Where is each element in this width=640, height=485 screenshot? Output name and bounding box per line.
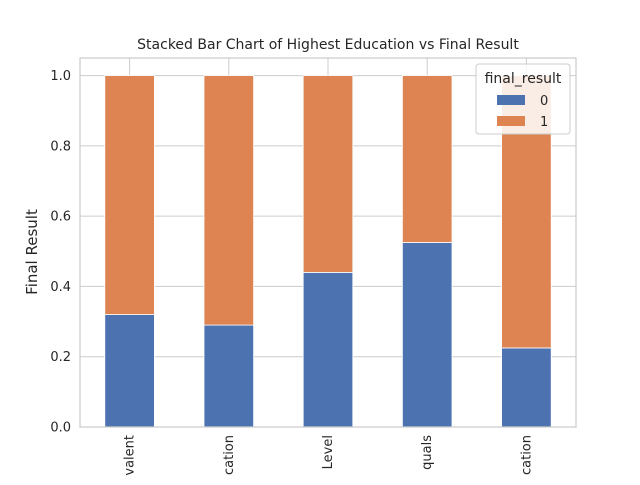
bar-segment-series-0 [401,242,453,428]
chart-title: Stacked Bar Chart of Highest Education v… [137,37,519,53]
bar-segment-series-1 [203,75,254,326]
y-tick-label: 0.2 [50,350,71,365]
bar-segment-series-1 [401,75,453,243]
legend: final_result 0 1 [475,63,571,135]
y-tick-label: 0.0 [50,421,71,436]
bar-segment-series-1 [104,75,155,315]
plot-frame [79,57,577,428]
legend-label-0: 0 [540,94,548,109]
legend-label-1: 1 [540,115,548,130]
y-axis-ticks: 0.0 0.2 0.4 0.6 0.8 1.0 [50,69,71,435]
x-axis-ticks: valent cation Level quals cation [123,435,535,476]
y-tick-label: 1.0 [50,69,71,84]
bars [104,75,552,428]
x-tick-label: valent [123,435,138,476]
legend-swatch-1 [497,116,525,126]
bar-segment-series-0 [501,347,552,428]
bar-segment-series-0 [203,324,254,428]
x-tick-label: quals [420,435,435,470]
x-tick-label: cation [222,435,237,475]
bar-segment-series-0 [104,314,155,428]
x-tick-label: cation [519,435,534,475]
bar-segment-series-0 [302,271,354,428]
y-tick-label: 0.4 [50,280,71,295]
y-tick-label: 0.6 [50,210,71,225]
y-tick-label: 0.8 [50,139,71,154]
legend-swatch-0 [497,95,525,105]
x-tick-label: Level [321,435,336,469]
bar-segment-series-1 [302,75,354,273]
legend-title: final_result [485,71,562,87]
y-axis-label: Final Result [23,209,41,295]
